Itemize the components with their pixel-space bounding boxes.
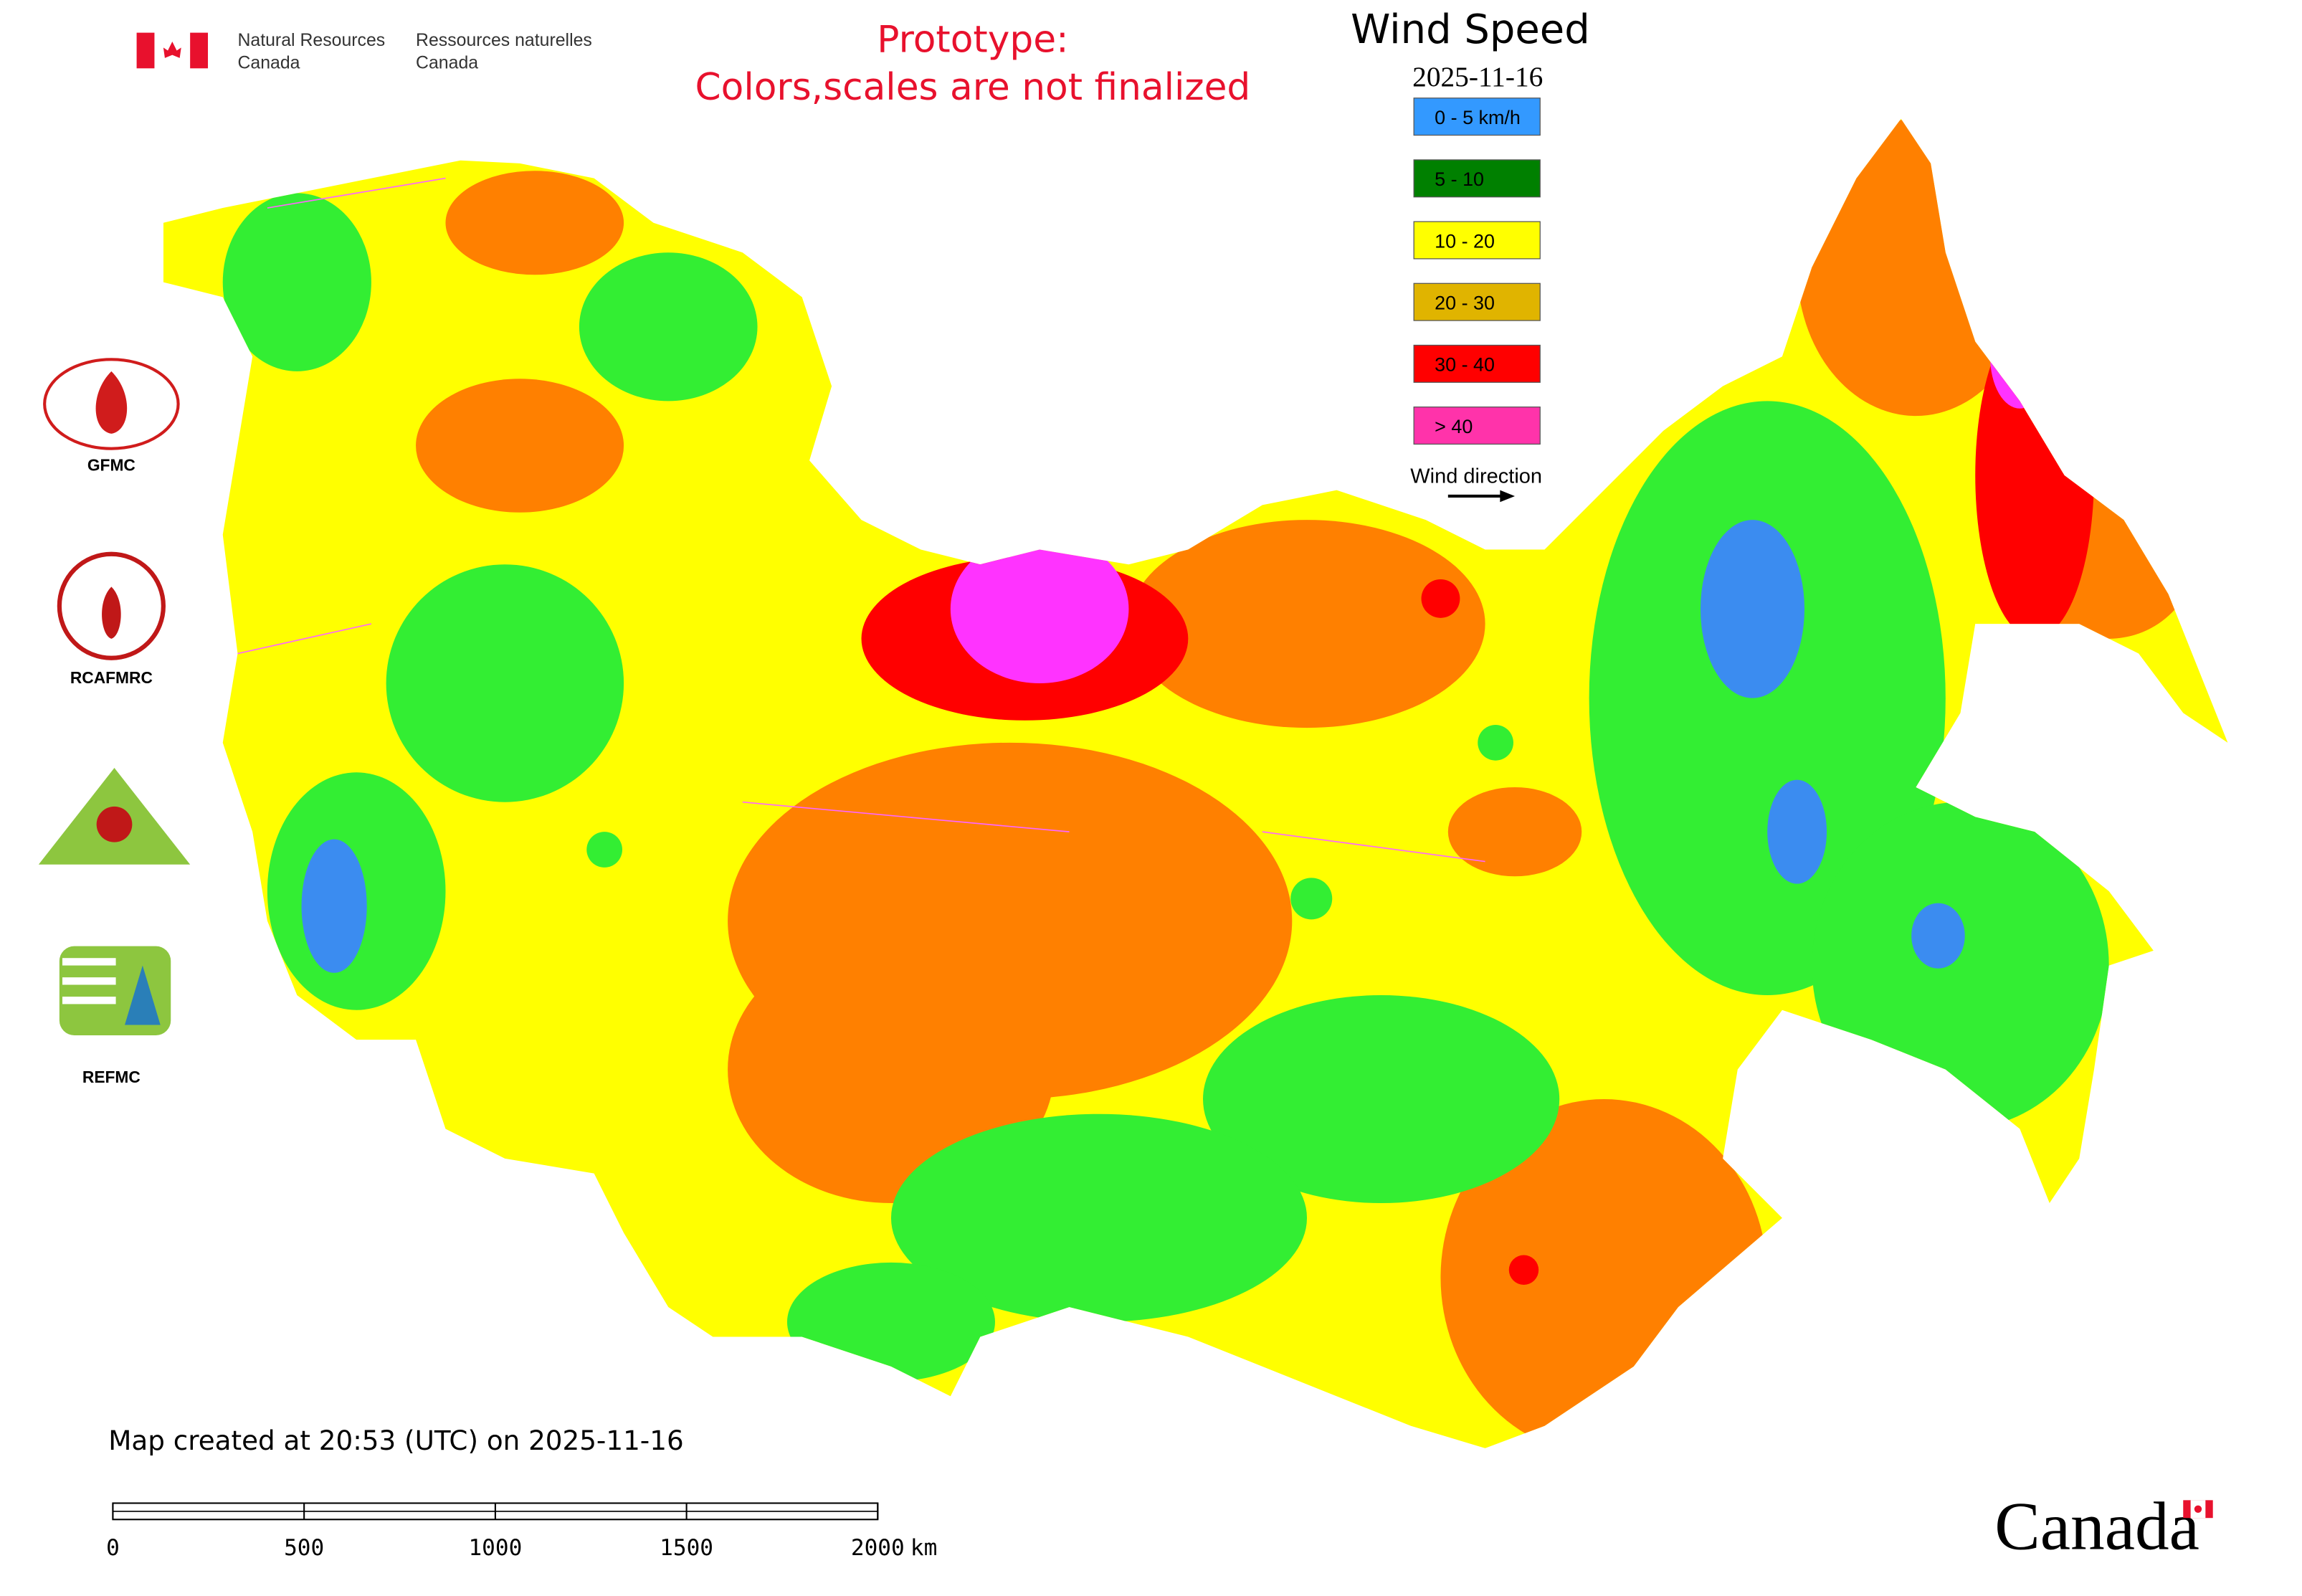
- gfmc-logo: [43, 358, 180, 450]
- legend-swatch: [1413, 344, 1541, 383]
- created-note: Map created at 20:53 (UTC) on 2025-11-16: [108, 1425, 683, 1456]
- legend-swatch: [1413, 221, 1541, 260]
- wordmark-flag: [2183, 1500, 2213, 1519]
- scale-bar: 0 500 1000 1500 2000 km: [106, 1502, 937, 1561]
- dept-en: Natural Resources: [237, 31, 385, 50]
- scale-unit: km: [910, 1535, 937, 1561]
- direction-arrow: [1447, 490, 1516, 503]
- scale-label: 1000: [468, 1535, 522, 1561]
- rcafmrc-logo: [57, 551, 166, 660]
- legend: 0 - 5 km/h 5 - 10 10 - 20 20 - 30 30 - 40 > 4…: [1413, 98, 1541, 445]
- scale-label: 1500: [660, 1535, 713, 1561]
- legend-swatch: [1413, 282, 1541, 321]
- legend-swatch: [1413, 98, 1541, 136]
- scale-label: 500: [284, 1535, 324, 1561]
- direction-label: Wind direction: [1410, 465, 1542, 488]
- legend-swatch: [1413, 159, 1541, 198]
- legend-label: 5 - 10: [1435, 168, 1484, 190]
- legend-label: 30 - 40: [1435, 354, 1495, 376]
- legend-label: 0 - 5 km/h: [1435, 107, 1521, 128]
- dept-fr: Ressources naturelles: [416, 31, 592, 50]
- reefmc-logo: [38, 768, 191, 865]
- nrcan-flag: [136, 32, 209, 69]
- logo-label: RCAFMRC: [70, 668, 153, 687]
- scale-label: 2000: [851, 1535, 905, 1561]
- logo-label: REFMC: [82, 1068, 141, 1086]
- legend-label: 10 - 20: [1435, 230, 1495, 252]
- legend-swatch: [1413, 407, 1541, 445]
- notice: Colors,scales are not finalized: [695, 66, 1251, 109]
- dept-en: Canada: [237, 53, 300, 72]
- logo-label: GFMC: [87, 456, 135, 475]
- notice: Prototype:: [877, 19, 1068, 62]
- refmc-logo: [59, 946, 171, 1035]
- scale-label: 0: [106, 1535, 120, 1561]
- legend-label: 20 - 30: [1435, 293, 1495, 314]
- canada-wordmark: Canada: [1994, 1488, 2199, 1564]
- legend-title: Wind Speed: [1351, 6, 1590, 53]
- legend-date: 2025-11-16: [1412, 61, 1543, 92]
- legend-label: > 40: [1435, 416, 1473, 437]
- dept-fr: Canada: [416, 53, 478, 72]
- borders: [237, 177, 1485, 863]
